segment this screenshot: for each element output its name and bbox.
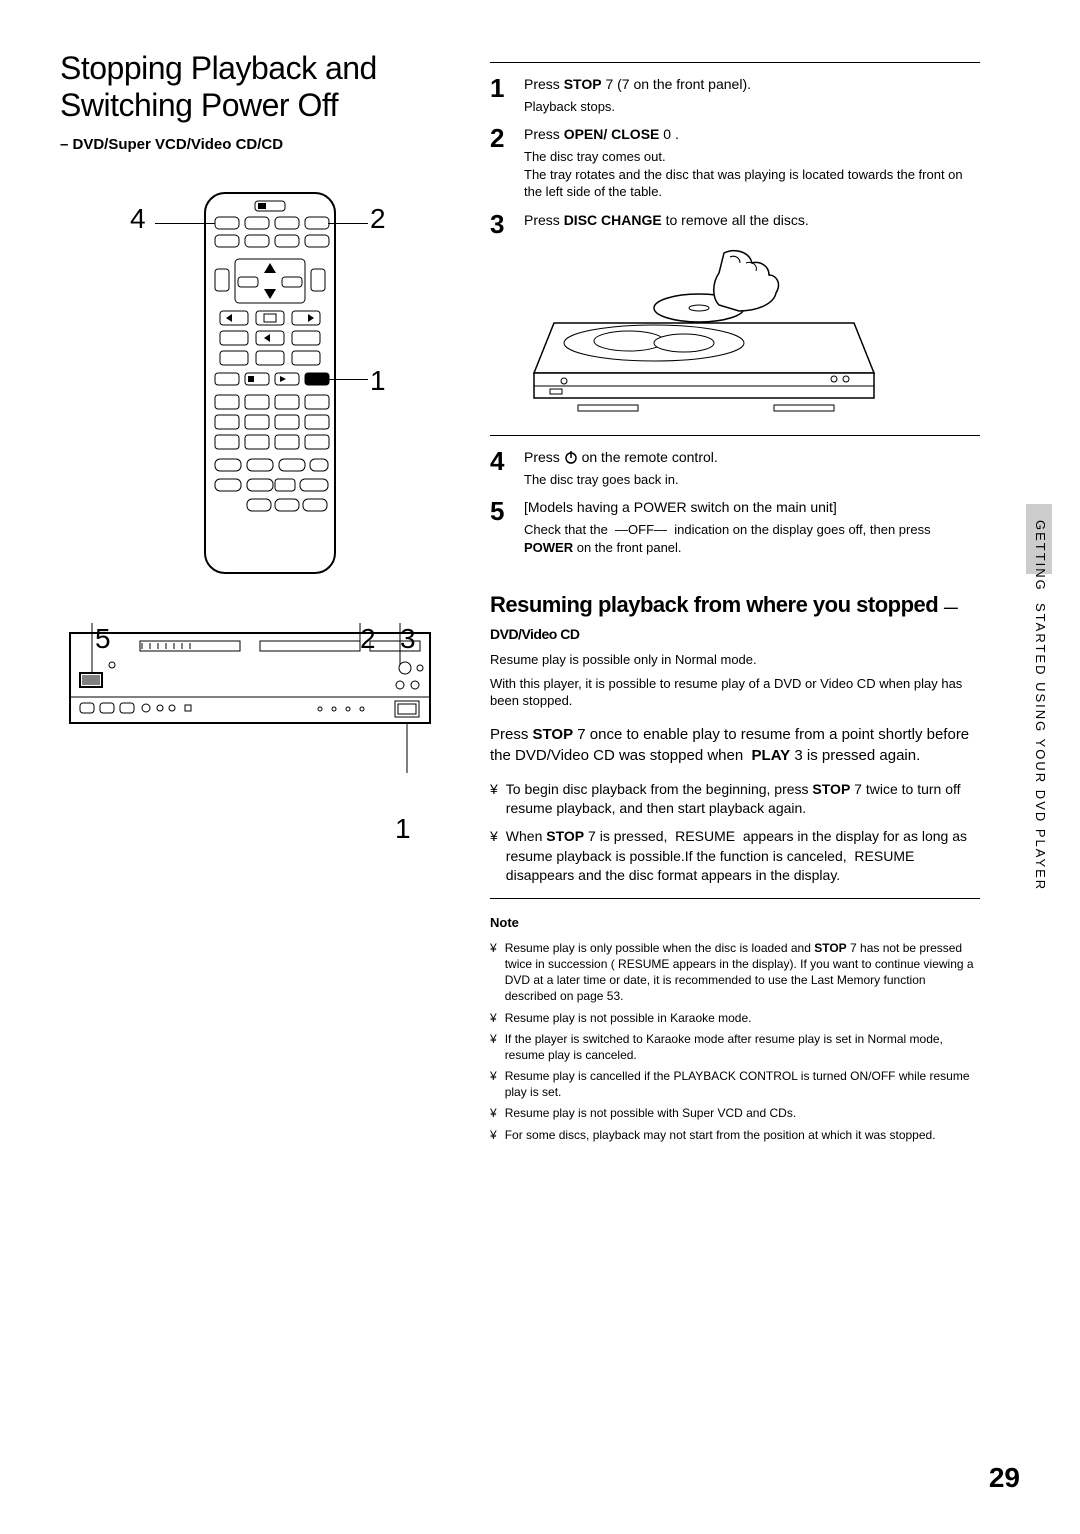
step-num: 1 [490, 75, 512, 115]
subtitle: – DVD/Super VCD/Video CD/CD [60, 136, 460, 153]
step-num: 2 [490, 125, 512, 201]
step-num: 3 [490, 211, 512, 237]
callout-3: 3 [400, 623, 416, 655]
side-tab: GETTING STARTED USING YOUR DVD PLAYER [1030, 520, 1048, 1040]
remote-diagram: 4 2 1 [60, 183, 460, 593]
step-1: 1 Press STOP 7 (7 on the front panel). P… [490, 75, 980, 115]
resume-title: Resuming playback from where you stopped… [490, 592, 980, 645]
resume-para1: Resume play is possible only in Normal m… [490, 651, 980, 669]
step-4: 4 Press on the remote control. The disc … [490, 448, 980, 488]
resume-bullets: ¥To begin disc playback from the beginni… [490, 780, 980, 886]
step-num: 5 [490, 498, 512, 556]
callout-2: 2 [370, 203, 386, 235]
step-num: 4 [490, 448, 512, 488]
resume-para2: With this player, it is possible to resu… [490, 675, 980, 710]
unit-diagram: 5 2 3 [60, 623, 460, 863]
step-5: 5 [Models having a POWER switch on the m… [490, 498, 980, 556]
callout-4: 4 [130, 203, 146, 235]
side-text: GETTING STARTED USING YOUR DVD PLAYER [1030, 520, 1048, 891]
remote-svg [60, 183, 460, 593]
step-2: 2 Press OPEN/ CLOSE 0 . The disc tray co… [490, 125, 980, 201]
callout-1b: 1 [395, 813, 411, 845]
power-icon [564, 450, 578, 464]
hand-disc-diagram [524, 243, 884, 423]
page-number: 29 [989, 1462, 1020, 1494]
page-title: Stopping Playback and Switching Power Of… [60, 50, 460, 124]
callout-2b: 2 [360, 623, 376, 655]
resume-main: Press STOP 7 once to enable play to resu… [490, 724, 980, 766]
step-3: 3 Press DISC CHANGE to remove all the di… [490, 211, 980, 237]
note-title: Note [490, 915, 980, 930]
callout-1: 1 [370, 365, 386, 397]
notes: ¥Resume play is only possible when the d… [490, 940, 980, 1143]
callout-5: 5 [95, 623, 111, 655]
